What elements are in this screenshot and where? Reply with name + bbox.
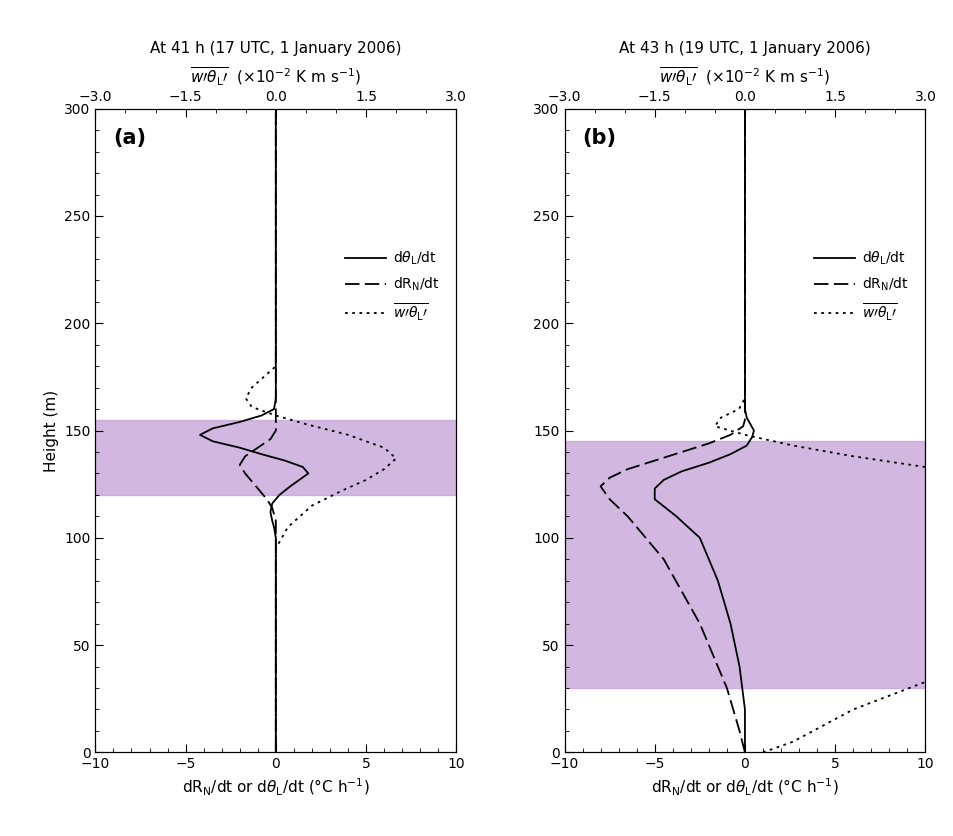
Title: At 41 h (17 UTC, 1 January 2006): At 41 h (17 UTC, 1 January 2006) bbox=[150, 41, 401, 56]
Title: At 43 h (19 UTC, 1 January 2006): At 43 h (19 UTC, 1 January 2006) bbox=[618, 41, 870, 56]
Legend: d$\theta_\mathregular{L}$/dt, dR$_\mathregular{N}$/dt, $\overline{w\prime\theta_: d$\theta_\mathregular{L}$/dt, dR$_\mathr… bbox=[807, 244, 914, 329]
Bar bbox=[95, 420, 456, 495]
Y-axis label: Height (m): Height (m) bbox=[44, 390, 58, 472]
X-axis label: $\overline{w\prime\theta_{\mathregular{L}}\prime}$  (×10$^{-2}$ K m s$^{-1}$): $\overline{w\prime\theta_{\mathregular{L… bbox=[190, 65, 361, 88]
Text: (b): (b) bbox=[582, 128, 616, 148]
Bar bbox=[564, 441, 924, 688]
Text: (a): (a) bbox=[113, 128, 147, 148]
X-axis label: $\overline{w\prime\theta_{\mathregular{L}}\prime}$  (×10$^{-2}$ K m s$^{-1}$): $\overline{w\prime\theta_{\mathregular{L… bbox=[659, 65, 830, 88]
Legend: d$\theta_\mathregular{L}$/dt, dR$_\mathregular{N}$/dt, $\overline{w\prime\theta_: d$\theta_\mathregular{L}$/dt, dR$_\mathr… bbox=[338, 244, 445, 329]
X-axis label: dR$_\mathregular{N}$/dt or d$\theta_\mathregular{L}$/dt (°C h$^{-1}$): dR$_\mathregular{N}$/dt or d$\theta_\mat… bbox=[651, 777, 838, 798]
X-axis label: dR$_\mathregular{N}$/dt or d$\theta_\mathregular{L}$/dt (°C h$^{-1}$): dR$_\mathregular{N}$/dt or d$\theta_\mat… bbox=[182, 777, 369, 798]
